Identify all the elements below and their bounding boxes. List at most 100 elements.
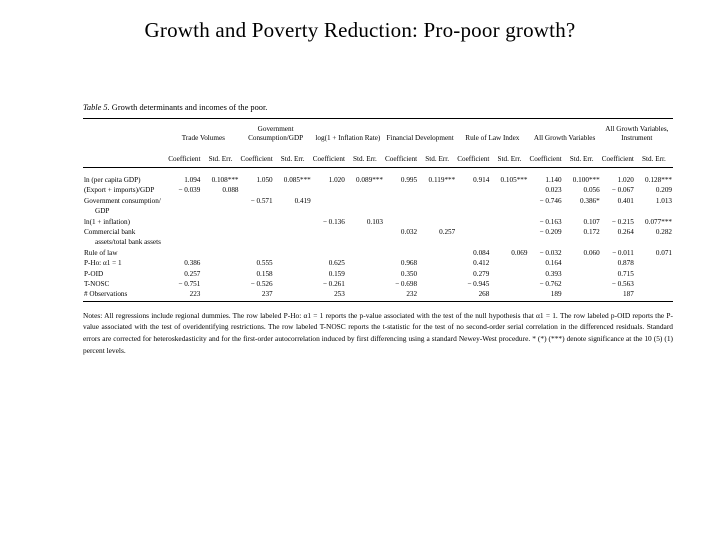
table-cell: [490, 226, 528, 236]
table-cell: 0.158: [256, 269, 273, 278]
table-cell: [240, 236, 274, 246]
table-cell: [201, 247, 239, 257]
table-cell: [346, 267, 384, 277]
table-cell: − 0.067: [611, 186, 634, 195]
table-cell: [274, 267, 312, 277]
table-cell: 0.555: [256, 259, 273, 268]
table-cell: 0.264: [617, 228, 634, 236]
table-cell: 253: [334, 290, 345, 299]
table-bottom-rule: [83, 300, 673, 302]
group-header: Trade Volumes: [181, 133, 225, 142]
table-cell: 1.094: [184, 176, 201, 185]
table-cell: [346, 236, 384, 246]
table-cell: 0.085***: [283, 176, 311, 185]
table-cell: [274, 226, 312, 236]
table-cell: [274, 278, 312, 288]
table-cell: 0.159: [328, 269, 345, 278]
table-cell: [201, 278, 239, 288]
table-cell: [201, 267, 239, 277]
group-header: All Growth Variables: [533, 133, 596, 142]
table-cell: [167, 205, 201, 215]
table-cell: [240, 205, 274, 215]
table-row: (Export + imports)/GDP − 0.039 0.088 0.023 0…: [83, 184, 673, 194]
table-cell: 0.088: [222, 186, 239, 195]
row-label: Government consumption/: [84, 196, 161, 205]
table-cell: [167, 236, 201, 246]
group-header: Government Consumption/GDP: [248, 124, 304, 142]
row-label: T-NOSC: [84, 279, 110, 288]
table-cell: 0.914: [473, 176, 490, 185]
table-cell: 0.393: [545, 269, 562, 278]
table-cell: 0.279: [473, 269, 490, 278]
table-cell: [384, 216, 418, 226]
group-header-blank: [83, 119, 167, 151]
table-cell: [418, 205, 456, 215]
table-cell: 0.084: [473, 248, 490, 257]
table-row: ln (per capita GDP) 1.094 0.108*** 1.050 0.0…: [83, 167, 673, 184]
table-cell: [240, 226, 274, 236]
column-subheader: Std. Err.: [490, 150, 529, 168]
table-cell: [418, 236, 456, 246]
table-cell: [490, 267, 528, 277]
table-cell: [274, 216, 312, 226]
table-cell: [418, 195, 456, 205]
group-header-row: Trade Volumes Government Consumption/GDP l…: [83, 119, 673, 151]
table-cell: [346, 278, 384, 288]
table-cell: 0.060: [583, 248, 600, 257]
table-row: P-Ho: α1 = 1 0.386 0.555 0.625 0.968 0.412 0.1…: [83, 257, 673, 267]
table-row: # Observations 223 237 253 232 268 189 187: [83, 288, 673, 298]
table-cell: [456, 205, 490, 215]
table-cell: [167, 195, 201, 205]
table-cell: [274, 205, 312, 215]
row-label: ln(1 + inflation): [84, 217, 130, 226]
column-subheader: Coefficient: [600, 150, 635, 168]
table-cell: [635, 267, 673, 277]
row-label: Rule of law: [84, 248, 118, 257]
column-subheader: Std. Err.: [418, 150, 457, 168]
table-cell: [346, 195, 384, 205]
table-cell: [490, 257, 528, 267]
table-cell: 0.412: [473, 259, 490, 268]
table-cell: 0.172: [583, 228, 600, 236]
table-cell: [456, 184, 490, 194]
slide-title: Growth and Poverty Reduction: Pro-poor g…: [144, 18, 576, 42]
table-row: Rule of law 0.084 0.069 − 0.032 0.060 − 0.011…: [83, 247, 673, 257]
table-cell: 0.282: [655, 228, 672, 236]
table-cell: [490, 184, 528, 194]
row-label: # Observations: [84, 290, 128, 299]
table-cell: [201, 226, 239, 236]
table-cell: − 0.215: [611, 217, 634, 226]
table-cell: [563, 257, 601, 267]
table-cell: [312, 184, 346, 194]
table-cell: [201, 288, 239, 298]
table-cell: [201, 216, 239, 226]
table-cell: [490, 288, 528, 298]
table-cell: − 0.032: [539, 248, 562, 257]
table-cell: 0.257: [439, 228, 456, 236]
table-cell: [563, 236, 601, 246]
table-cell: 0.715: [617, 269, 634, 278]
results-table-panel: Table 5. Growth determinants and incomes…: [83, 103, 673, 357]
table-cell: [312, 236, 346, 246]
table-row: T-NOSC − 0.751 − 0.526 − 0.261 − 0.698 − 0.94…: [83, 278, 673, 288]
subheader-blank: [83, 150, 168, 168]
table-cell: − 0.563: [611, 279, 634, 288]
column-subheader: Coefficient: [456, 150, 491, 168]
table-cell: [201, 205, 239, 215]
table-cell: [274, 184, 312, 194]
table-cell: − 0.163: [539, 217, 562, 226]
table-cell: [456, 226, 490, 236]
table-cell: 0.119***: [428, 176, 456, 185]
table-cell: 237: [261, 290, 273, 299]
row-label: P-OID: [84, 269, 104, 278]
table-cell: 187: [623, 290, 634, 299]
table-cell: [384, 236, 418, 246]
table-cell: [563, 278, 601, 288]
table-cell: [312, 195, 346, 205]
table-cell: 0.350: [400, 269, 418, 278]
table-cell: [418, 184, 456, 194]
row-label: assets/total bank assets: [95, 238, 161, 247]
table-cell: − 0.526: [250, 279, 273, 288]
table-cell: 1.020: [328, 176, 345, 185]
table-cell: 0.401: [617, 196, 634, 205]
